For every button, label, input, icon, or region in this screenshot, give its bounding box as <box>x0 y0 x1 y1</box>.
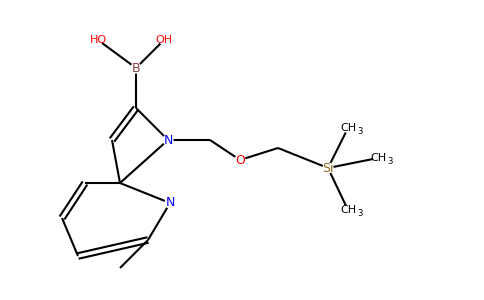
Text: 3: 3 <box>357 127 363 136</box>
Text: CH: CH <box>370 153 386 163</box>
Text: OH: OH <box>155 35 173 45</box>
Text: 3: 3 <box>387 157 393 166</box>
Circle shape <box>93 36 103 44</box>
Text: 3: 3 <box>357 208 363 217</box>
Text: O: O <box>235 154 245 166</box>
Text: N: N <box>163 134 173 146</box>
Text: N: N <box>166 196 175 209</box>
Text: Si: Si <box>322 161 334 175</box>
Text: CH: CH <box>340 205 356 215</box>
Circle shape <box>165 198 175 208</box>
Circle shape <box>323 163 333 173</box>
Circle shape <box>163 135 173 145</box>
Circle shape <box>344 206 352 214</box>
Circle shape <box>235 155 245 165</box>
Circle shape <box>160 36 168 44</box>
Circle shape <box>374 154 382 162</box>
Text: CH: CH <box>340 123 356 133</box>
Text: B: B <box>132 61 140 74</box>
Circle shape <box>344 124 352 132</box>
Text: HO: HO <box>90 35 106 45</box>
Circle shape <box>131 63 141 73</box>
